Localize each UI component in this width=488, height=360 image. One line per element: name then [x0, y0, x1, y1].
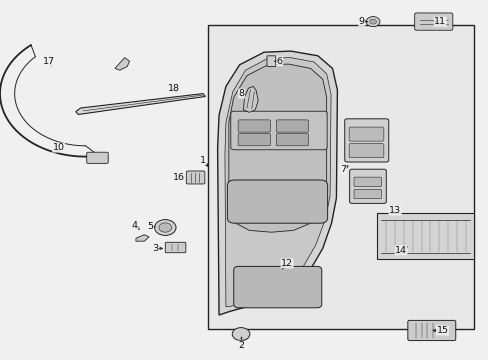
FancyBboxPatch shape	[230, 111, 326, 150]
Text: 18: 18	[167, 84, 179, 93]
FancyBboxPatch shape	[238, 134, 270, 146]
Circle shape	[159, 223, 171, 232]
Polygon shape	[136, 235, 149, 241]
FancyBboxPatch shape	[344, 119, 388, 162]
Polygon shape	[115, 58, 129, 70]
Text: 11: 11	[433, 17, 445, 26]
FancyBboxPatch shape	[238, 120, 270, 132]
Text: 5: 5	[147, 222, 153, 231]
Polygon shape	[224, 58, 330, 307]
Text: 8: 8	[238, 89, 244, 98]
Text: 14: 14	[394, 246, 406, 255]
Polygon shape	[243, 86, 258, 112]
FancyBboxPatch shape	[349, 169, 386, 203]
Text: 17: 17	[43, 57, 55, 66]
Bar	[207, 25, 473, 329]
FancyBboxPatch shape	[186, 171, 204, 184]
Text: 13: 13	[388, 206, 400, 215]
Circle shape	[366, 17, 379, 27]
Polygon shape	[76, 94, 205, 114]
Polygon shape	[228, 64, 326, 232]
Text: 9: 9	[358, 17, 364, 26]
Text: 6: 6	[276, 57, 282, 66]
Text: 7: 7	[340, 165, 346, 174]
Circle shape	[369, 19, 376, 24]
FancyBboxPatch shape	[407, 320, 455, 341]
Text: 2: 2	[238, 341, 244, 350]
FancyBboxPatch shape	[276, 134, 308, 146]
Polygon shape	[376, 213, 473, 259]
FancyBboxPatch shape	[266, 56, 275, 67]
FancyBboxPatch shape	[353, 177, 381, 186]
FancyBboxPatch shape	[233, 266, 321, 308]
Text: 3: 3	[152, 244, 158, 253]
Circle shape	[154, 220, 176, 235]
Text: 1: 1	[200, 156, 205, 165]
FancyBboxPatch shape	[276, 120, 308, 132]
Text: 4: 4	[132, 220, 138, 230]
FancyBboxPatch shape	[353, 189, 381, 199]
Polygon shape	[217, 51, 337, 315]
Text: 12: 12	[281, 259, 292, 268]
FancyBboxPatch shape	[414, 13, 452, 30]
FancyBboxPatch shape	[86, 152, 108, 163]
FancyBboxPatch shape	[165, 242, 185, 253]
FancyBboxPatch shape	[227, 180, 327, 223]
Text: 15: 15	[436, 326, 447, 335]
Text: 10: 10	[53, 143, 64, 152]
Text: 16: 16	[172, 173, 184, 181]
FancyBboxPatch shape	[348, 144, 383, 158]
FancyBboxPatch shape	[348, 127, 383, 141]
Circle shape	[232, 328, 249, 341]
